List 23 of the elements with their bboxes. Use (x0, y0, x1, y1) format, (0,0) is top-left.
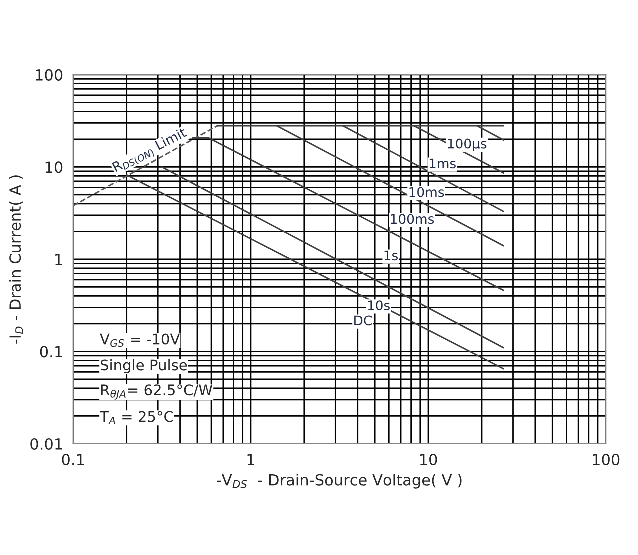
y-tick-label: 0.1 (40, 346, 62, 358)
y-tick-label: 100 (36, 69, 63, 81)
annotation: 1ms (430, 158, 456, 169)
annotation: R$_{DS(ON)}$ Limit (112, 127, 189, 175)
x-tick-label: 0.1 (62, 454, 84, 466)
annotation: V$_{GS}$ = -10V (100, 334, 180, 348)
x-tick-label: 1 (248, 454, 254, 466)
annotation: 1s (384, 250, 398, 261)
x-tick-label: 10 (420, 454, 438, 466)
y-tick-label: 10 (46, 162, 63, 174)
annotation: 10ms (410, 187, 444, 198)
annotation: DC (354, 316, 372, 326)
annotation: R$_{θJA}$= 62.5°C/W (101, 384, 213, 400)
y-axis-title: -I$_{D}$ - Drain Current( A ) (9, 176, 24, 344)
x-tick-label: 100 (593, 454, 620, 466)
annotation: 10s (368, 300, 390, 311)
annotation: T$_{A}$ = 25°C (100, 411, 174, 424)
annotation: 100μs (448, 138, 487, 152)
x-axis-title: -V$_{DS}$ - Drain-Source Voltage( V ) (217, 474, 462, 489)
annotation: Single Pulse (100, 359, 188, 374)
annotation: 100ms (391, 214, 434, 224)
y-tick-label: 1 (56, 254, 62, 266)
y-tick-label: 0.01 (30, 438, 62, 450)
